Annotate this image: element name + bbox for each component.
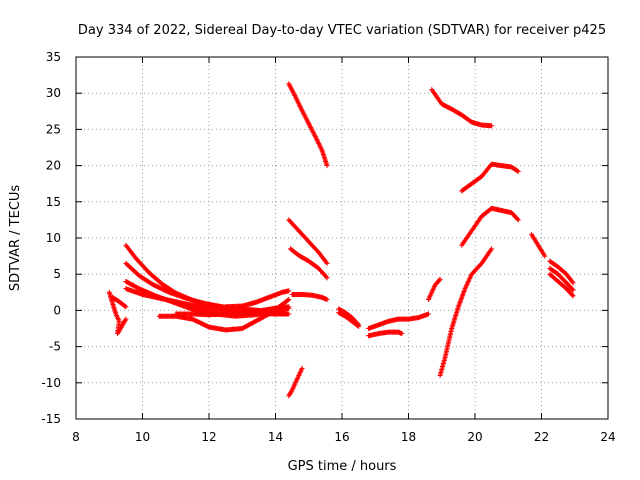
y-tick-label: -15 [41,412,61,426]
data-point [515,168,521,174]
y-tick-label: -10 [41,376,61,390]
data-point [122,317,128,323]
x-tick-label: 24 [600,430,615,444]
data-point [324,297,330,303]
data-point [399,331,405,337]
y-tick-label: 15 [46,195,61,209]
y-tick-label: -5 [49,340,61,354]
track-arc-t [429,87,495,129]
data-point [514,168,520,174]
y-tick-label: 0 [53,303,61,317]
data-points [106,81,576,399]
y-tick-label: 10 [46,231,61,245]
x-tick-label: 14 [268,430,283,444]
track-arc-aa [547,265,576,293]
data-point [288,388,294,394]
data-point [355,321,361,327]
y-tick-label: 5 [53,267,61,281]
x-tick-label: 16 [334,430,349,444]
data-point [437,276,443,282]
y-tick-label: 30 [46,86,61,100]
track-arc-l [287,246,330,281]
chart-title: Day 334 of 2022, Sidereal Day-to-day VTE… [78,23,606,38]
track-arc-n [286,365,305,399]
data-point [570,287,576,293]
track-arc-s [425,276,443,303]
track-arc-h [106,289,129,337]
data-point [569,279,575,285]
x-tick-label: 8 [72,430,80,444]
data-point [489,123,495,129]
track-arc-m [289,291,330,303]
data-point [356,322,362,328]
track-arc-q [366,311,431,331]
data-point [286,304,292,310]
y-tick-label: 20 [46,159,61,173]
track-arc-k [286,217,330,266]
data-point [570,293,576,299]
x-tick-label: 22 [534,430,549,444]
data-point [324,275,330,281]
data-point [489,246,495,252]
y-axis-tick-labels: -15 -10 -5 0 5 10 15 20 25 30 35 [41,50,61,426]
track-arc-g [223,288,292,310]
data-point [514,216,520,222]
track-arc-e [156,297,292,333]
data-point [324,163,330,169]
track-arc-x [529,231,548,259]
data-point [286,311,292,317]
track-arc-y [547,258,576,286]
data-point [122,303,128,309]
data-point [569,292,575,298]
data-point [323,274,329,280]
data-point [436,277,442,283]
x-axis-tick-labels: 8 10 12 14 16 18 20 22 24 [72,430,615,444]
data-point [286,297,292,303]
grid [76,57,608,419]
track-arc-w [437,246,495,379]
y-tick-label: 35 [46,50,61,64]
x-tick-label: 12 [201,430,216,444]
data-point [542,253,548,259]
data-point [285,297,291,303]
x-tick-label: 10 [135,430,150,444]
data-point [425,311,431,317]
data-point [299,365,305,371]
track-arc-z [547,271,576,299]
track-arc-p [336,306,362,328]
track-arc-u [459,161,521,194]
data-point [569,286,575,292]
track-arc-f [173,310,292,318]
x-tick-label: 20 [467,430,482,444]
data-point [324,260,330,266]
axis-ticks [75,56,609,420]
data-point [570,280,576,286]
y-tick-label: 25 [46,122,61,136]
data-point [515,217,521,223]
track-arc-i [110,294,129,310]
data-point [123,304,129,310]
data-point [123,316,129,322]
x-tick-label: 18 [401,430,416,444]
x-axis-label: GPS time / hours [288,459,397,474]
track-arc-j [286,81,330,169]
track-arc-r [366,329,405,339]
data-point [286,288,292,294]
y-axis-label: SDTVAR / TECUs [8,185,23,292]
track-arc-v [459,205,521,248]
